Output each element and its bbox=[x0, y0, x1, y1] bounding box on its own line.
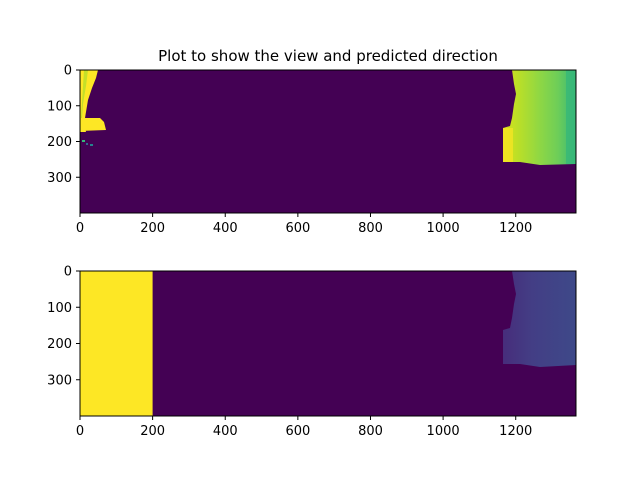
x-tick-label: 400 bbox=[213, 221, 238, 236]
bottom-x-axis: 0 200 400 600 800 1000 1200 bbox=[76, 416, 532, 439]
top-noise-dot bbox=[86, 143, 88, 145]
y-tick-label: 0 bbox=[64, 64, 72, 79]
top-noise-dot bbox=[82, 140, 85, 142]
y-tick-label: 200 bbox=[47, 135, 72, 150]
top-noise-dot bbox=[90, 144, 93, 146]
top-right-obstacle bbox=[503, 70, 576, 165]
y-tick-label: 200 bbox=[47, 337, 72, 352]
bottom-right-obstacle bbox=[503, 271, 576, 367]
y-tick-label: 100 bbox=[47, 301, 72, 316]
x-tick-label: 0 bbox=[76, 221, 84, 236]
top-heatmap: 0 200 400 600 800 1000 1200 0 100 200 300 bbox=[47, 64, 577, 236]
x-tick-label: 1200 bbox=[499, 221, 532, 236]
y-tick-label: 300 bbox=[47, 373, 72, 388]
x-tick-label: 800 bbox=[358, 221, 383, 236]
top-right-obstacle-edge bbox=[566, 70, 574, 164]
predicted-direction-band bbox=[80, 271, 153, 416]
top-x-axis: 0 200 400 600 800 1000 1200 bbox=[76, 213, 532, 236]
x-tick-label: 400 bbox=[213, 424, 238, 439]
x-tick-label: 600 bbox=[285, 221, 310, 236]
x-tick-label: 1000 bbox=[427, 221, 460, 236]
top-y-axis: 0 100 200 300 bbox=[47, 64, 80, 186]
chart-title: Plot to show the view and predicted dire… bbox=[158, 47, 498, 65]
bottom-y-axis: 0 100 200 300 bbox=[47, 265, 80, 388]
x-tick-label: 600 bbox=[285, 424, 310, 439]
y-tick-label: 0 bbox=[64, 265, 72, 280]
x-tick-label: 1000 bbox=[427, 424, 460, 439]
x-tick-label: 0 bbox=[76, 424, 84, 439]
bottom-heatmap: 0 200 400 600 800 1000 1200 0 100 200 300 bbox=[47, 265, 577, 439]
x-tick-label: 800 bbox=[358, 424, 383, 439]
x-tick-label: 200 bbox=[140, 221, 165, 236]
top-left-obstacle-ledge bbox=[80, 118, 106, 131]
y-tick-label: 100 bbox=[47, 99, 72, 114]
x-tick-label: 1200 bbox=[499, 424, 532, 439]
top-left-obstacle-shade bbox=[81, 70, 88, 118]
top-heatmap-background bbox=[80, 70, 576, 213]
bottom-heatmap-background bbox=[80, 271, 576, 416]
x-tick-label: 200 bbox=[140, 424, 165, 439]
top-right-obstacle-highlight bbox=[503, 128, 513, 162]
y-tick-label: 300 bbox=[47, 171, 72, 186]
